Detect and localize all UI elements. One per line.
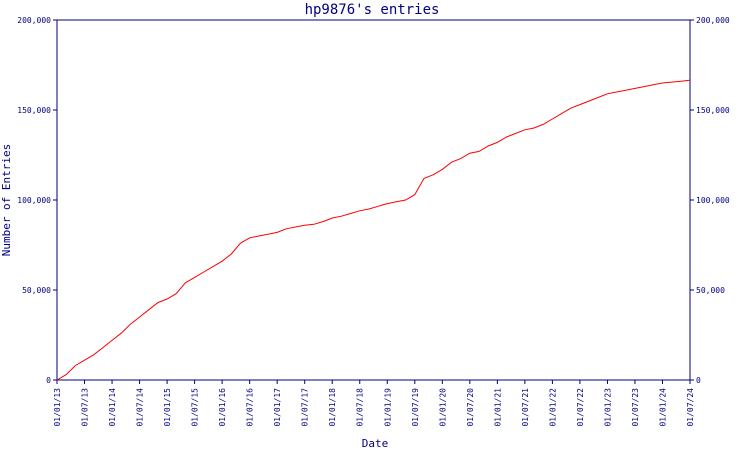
y-tick-label-right: 200,000 [696, 16, 730, 25]
x-tick-label: 01/07/21 [521, 388, 530, 427]
x-tick-label: 01/01/24 [658, 388, 667, 427]
x-tick-label: 01/07/23 [631, 388, 640, 427]
x-tick-label: 01/01/14 [108, 388, 117, 427]
y-tick-label-left: 100,000 [17, 196, 51, 205]
x-tick-label: 01/07/20 [466, 388, 475, 427]
x-tick-label: 01/07/22 [576, 388, 585, 427]
x-tick-label: 01/01/13 [53, 388, 62, 427]
x-tick-label: 01/07/14 [136, 388, 145, 427]
x-tick-label: 01/01/16 [218, 388, 227, 427]
x-tick-label: 01/07/13 [81, 388, 90, 427]
series-line [56, 79, 691, 381]
y-tick-label-right: 100,000 [696, 196, 730, 205]
x-tick-label: 01/01/21 [493, 388, 502, 427]
y-tick-label-right: 150,000 [696, 106, 730, 115]
y-tick-label-left: 0 [46, 376, 51, 385]
x-tick-label: 01/07/19 [411, 388, 420, 427]
x-tick-label: 01/07/16 [246, 388, 255, 427]
chart-title: hp9876's entries [305, 2, 440, 18]
x-tick-label: 01/07/15 [191, 388, 200, 427]
x-tick-label: 01/01/17 [273, 388, 282, 427]
y-tick-label-left: 200,000 [17, 16, 51, 25]
x-tick-label: 01/01/20 [438, 388, 447, 427]
y-axis-label: Number of Entries [0, 144, 13, 257]
x-tick-label: 01/01/18 [328, 388, 337, 427]
y-tick-label-left: 150,000 [17, 106, 51, 115]
x-tick-label: 01/01/22 [548, 388, 557, 427]
x-tick-label: 01/07/18 [356, 388, 365, 427]
x-tick-label: 01/01/23 [603, 388, 612, 427]
plot-frame [56, 19, 691, 381]
y-tick-label-left: 50,000 [22, 286, 51, 295]
x-tick-label: 01/07/24 [686, 388, 695, 427]
y-tick-label-right: 0 [696, 376, 701, 385]
x-tick-label: 01/01/15 [163, 388, 172, 427]
plot-area: 0 0 50,000 50,000 100,000 100,000 150,000 150,0… [17, 16, 730, 427]
x-tick-label: 01/01/19 [383, 388, 392, 427]
x-tick-label: 01/07/17 [301, 388, 310, 427]
x-axis-label: Date [362, 437, 389, 450]
y-tick-label-right: 50,000 [696, 286, 725, 295]
